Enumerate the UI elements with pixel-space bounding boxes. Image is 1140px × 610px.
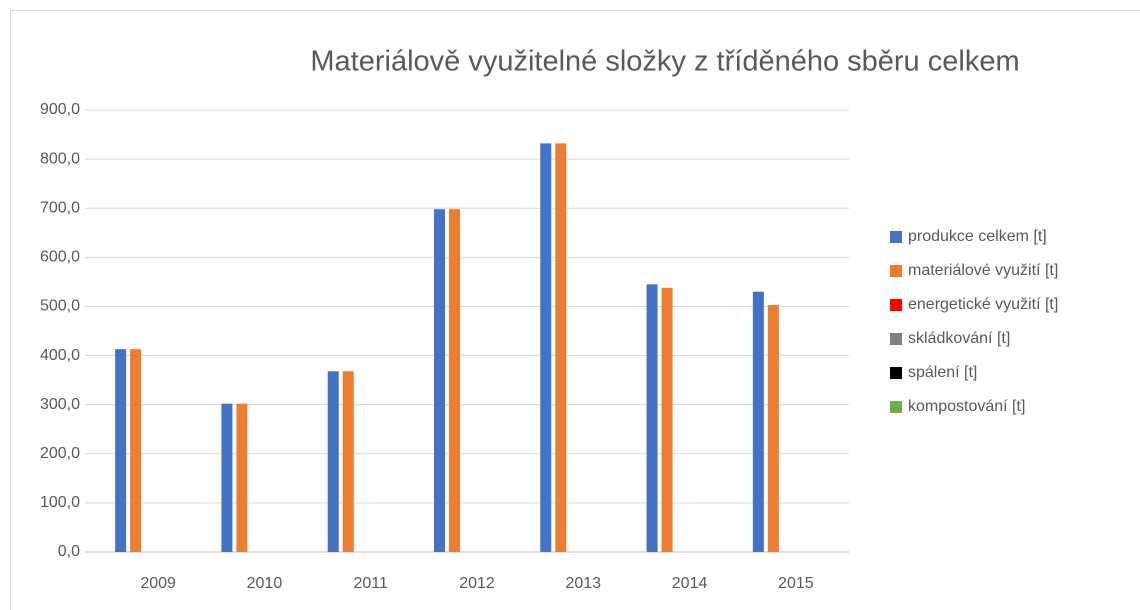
legend-label: kompostování [t] — [908, 398, 1025, 415]
x-tick-label: 2009 — [140, 575, 176, 592]
y-tick-label: 0,0 — [58, 543, 80, 560]
legend-label: energetické využití [t] — [908, 296, 1058, 313]
bar — [661, 287, 673, 552]
y-tick-label: 400,0 — [40, 347, 80, 364]
bar — [221, 403, 233, 552]
legend-swatch — [890, 367, 902, 379]
x-tick-label: 2012 — [459, 575, 495, 592]
x-tick-label: 2013 — [565, 575, 601, 592]
bar — [130, 349, 142, 552]
legend-swatch — [890, 401, 902, 413]
legend-label: skládkování [t] — [908, 330, 1010, 347]
bar — [540, 143, 552, 552]
y-tick-label: 800,0 — [40, 150, 80, 167]
x-tick-label: 2011 — [354, 575, 389, 592]
y-tick-label: 300,0 — [40, 396, 80, 413]
y-tick-label: 100,0 — [40, 494, 80, 511]
x-tick-label: 2010 — [247, 575, 283, 592]
bar — [236, 403, 248, 552]
bar — [327, 371, 339, 552]
x-tick-label: 2014 — [672, 575, 708, 592]
legend-label: materiálové využití [t] — [908, 262, 1058, 279]
bar — [767, 304, 779, 552]
bar — [434, 209, 445, 552]
y-tick-label: 600,0 — [40, 249, 80, 266]
y-tick-label: 200,0 — [40, 445, 80, 462]
bar — [449, 209, 460, 552]
bar — [115, 349, 127, 552]
legend-label: spálení [t] — [908, 364, 977, 381]
legend-label: produkce celkem [t] — [908, 228, 1047, 245]
legend-swatch — [890, 265, 902, 277]
chart-title: Materiálově využitelné složky z tříděnéh… — [310, 46, 1019, 78]
y-tick-label: 500,0 — [40, 298, 80, 315]
bar — [752, 291, 764, 552]
legend-swatch — [890, 231, 902, 243]
bar — [342, 371, 354, 552]
bar — [555, 143, 567, 552]
bar — [646, 284, 658, 552]
y-tick-label: 700,0 — [40, 199, 80, 216]
legend-swatch — [890, 333, 902, 345]
x-tick-label: 2015 — [778, 575, 814, 592]
legend-swatch — [890, 299, 902, 311]
y-tick-label: 900,0 — [40, 101, 80, 118]
